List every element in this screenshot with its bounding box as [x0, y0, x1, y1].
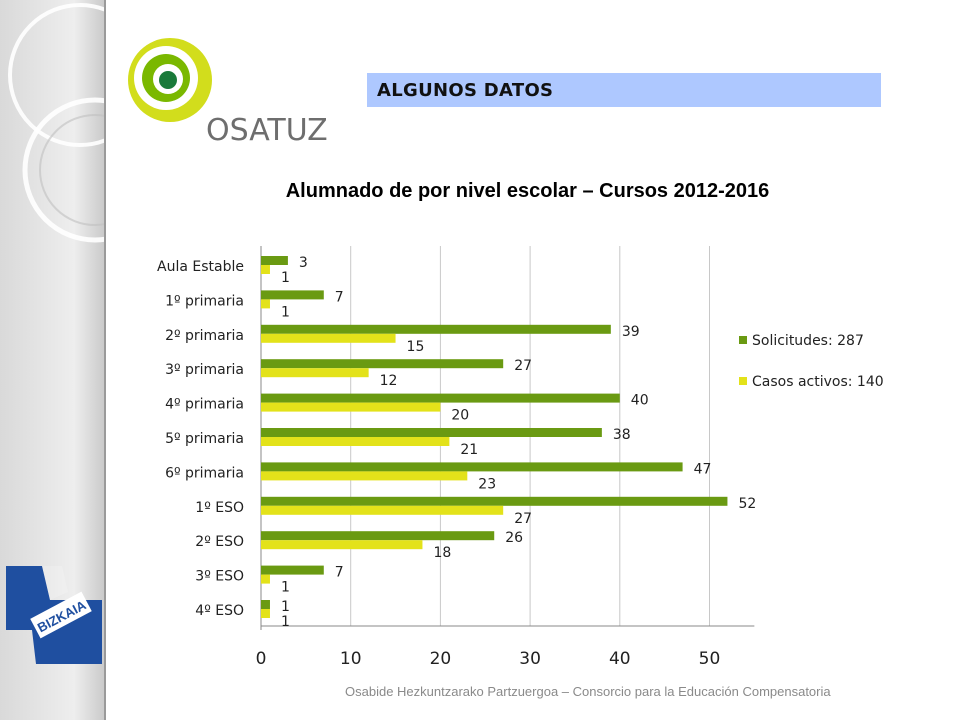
bar-solicitudes: [261, 290, 324, 300]
chart-title: Alumnado de por nivel escolar – Cursos 2…: [285, 180, 770, 202]
data-label-solicitudes: 39: [622, 324, 640, 340]
osatuz-logo: OSATUZ: [128, 38, 328, 148]
category-label: 4º ESO: [195, 603, 244, 619]
category-label: 1º ESO: [195, 500, 244, 516]
bar-casos-activos: [261, 505, 504, 515]
legend-swatch-casos-activos: [739, 377, 747, 385]
bar-solicitudes: [261, 393, 620, 403]
bar-casos-activos: [261, 574, 270, 584]
category-label: 3º ESO: [195, 569, 244, 585]
section-header-bar: ALGUNOS DATOS: [367, 73, 881, 107]
bizkaia-logo: BIZKAIA: [6, 566, 102, 664]
bar-solicitudes: [261, 256, 288, 265]
bar-solicitudes: [261, 462, 683, 472]
bar-solicitudes: [261, 496, 728, 506]
data-label-solicitudes: 7: [335, 565, 344, 581]
data-label-casos-activos: 1: [281, 614, 290, 630]
bar-casos-activos: [261, 540, 423, 550]
x-tick-label: 0: [256, 649, 267, 669]
data-label-casos-activos: 23: [478, 476, 496, 492]
data-label-casos-activos: 18: [433, 545, 451, 561]
bar-casos-activos: [261, 265, 270, 274]
legend-label-casos-activos: Casos activos: 140: [752, 374, 884, 390]
data-label-solicitudes: 3: [299, 255, 308, 271]
data-label-solicitudes: 27: [514, 358, 532, 374]
data-label-casos-activos: 20: [451, 408, 469, 424]
category-label: 1º primaria: [165, 293, 244, 309]
data-label-solicitudes: 1: [281, 599, 290, 615]
legend-label-solicitudes: Solicitudes: 287: [752, 333, 864, 349]
bar-casos-activos: [261, 402, 441, 412]
category-label: 5º primaria: [165, 431, 244, 447]
data-label-casos-activos: 15: [407, 339, 425, 355]
bar-casos-activos: [261, 333, 396, 343]
category-label: 2º primaria: [165, 328, 244, 344]
x-tick-label: 40: [609, 649, 631, 669]
bar-solicitudes: [261, 359, 504, 369]
data-label-casos-activos: 1: [281, 580, 290, 596]
bar-casos-activos: [261, 471, 468, 481]
category-label: 2º ESO: [195, 534, 244, 550]
data-label-casos-activos: 21: [460, 442, 478, 458]
x-tick-label: 10: [340, 649, 362, 669]
bar-casos-activos: [261, 609, 270, 618]
bar-solicitudes: [261, 565, 324, 575]
data-label-casos-activos: 1: [281, 270, 290, 286]
category-label: Aula Estable: [157, 259, 244, 275]
bar-solicitudes: [261, 531, 495, 541]
category-label: 6º primaria: [165, 465, 244, 481]
x-tick-label: 50: [699, 649, 721, 669]
x-tick-label: 30: [519, 649, 541, 669]
category-label: 4º primaria: [165, 397, 244, 413]
bar-casos-activos: [261, 299, 270, 309]
bar-solicitudes: [261, 600, 270, 609]
x-tick-label: 20: [430, 649, 452, 669]
legend-swatch-solicitudes: [739, 336, 747, 344]
data-label-solicitudes: 26: [505, 530, 523, 546]
bar-solicitudes: [261, 324, 611, 334]
bar-casos-activos: [261, 437, 450, 446]
footer-text: Osabide Hezkuntzarako Partzuergoa – Cons…: [345, 684, 831, 699]
data-label-solicitudes: 7: [335, 289, 344, 305]
data-label-solicitudes: 47: [694, 461, 712, 477]
data-label-casos-activos: 27: [514, 511, 532, 527]
data-label-casos-activos: 1: [281, 304, 290, 320]
bar-casos-activos: [261, 368, 369, 378]
section-title: ALGUNOS DATOS: [377, 80, 554, 101]
data-label-solicitudes: 38: [613, 427, 631, 443]
bar-solicitudes: [261, 428, 602, 437]
logo-text: OSATUZ: [206, 113, 328, 148]
category-label: 3º primaria: [165, 362, 244, 378]
data-label-casos-activos: 12: [380, 373, 398, 389]
data-label-solicitudes: 52: [738, 496, 756, 512]
data-label-solicitudes: 40: [631, 393, 649, 409]
